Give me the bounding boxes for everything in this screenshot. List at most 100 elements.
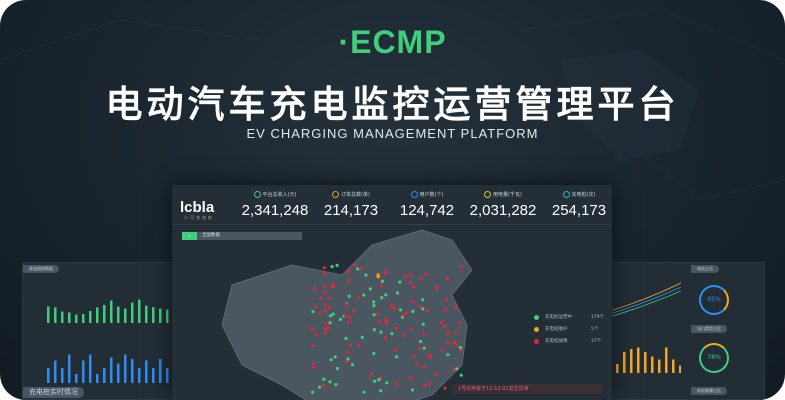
charger-dot[interactable] (444, 297, 449, 301)
charger-dot[interactable] (422, 365, 427, 369)
charger-dot[interactable] (384, 293, 388, 297)
charger-dot[interactable] (372, 379, 377, 383)
charger-dot[interactable] (417, 346, 422, 350)
charger-dot[interactable] (384, 321, 389, 325)
charger-dot[interactable] (326, 325, 330, 329)
charger-dot[interactable] (343, 314, 348, 318)
charger-dot[interactable] (460, 265, 464, 269)
chevron-down-icon[interactable]: ⌄ (182, 232, 197, 240)
charger-dot[interactable] (434, 286, 439, 290)
charger-dot[interactable] (384, 317, 389, 322)
charger-dot[interactable] (328, 321, 332, 325)
charger-dot[interactable] (383, 336, 388, 340)
charger-dot[interactable] (372, 313, 376, 317)
charger-dot[interactable] (335, 366, 340, 371)
charger-dot[interactable] (318, 311, 322, 315)
charger-dot[interactable] (330, 265, 334, 269)
charger-dot[interactable] (385, 381, 389, 385)
charger-dot[interactable] (344, 302, 348, 306)
charger-dot[interactable] (409, 273, 413, 277)
charger-dot[interactable] (327, 306, 331, 310)
charger-dot[interactable] (412, 355, 416, 359)
charger-dot[interactable] (310, 343, 315, 348)
charger-dot[interactable] (362, 293, 366, 297)
charger-dot[interactable] (419, 304, 423, 309)
charger-dot[interactable] (423, 272, 428, 276)
charger-dot[interactable] (334, 383, 338, 387)
charger-dot[interactable] (458, 349, 463, 353)
charger-dot[interactable] (311, 310, 315, 314)
charger-dot[interactable] (443, 308, 447, 312)
charger-dot[interactable] (421, 307, 425, 311)
charger-dot[interactable] (322, 383, 326, 388)
charger-dot[interactable] (346, 357, 350, 361)
charger-dot[interactable] (312, 365, 317, 369)
charger-dot[interactable] (445, 277, 449, 281)
charger-dot[interactable] (368, 287, 372, 291)
charger-dot[interactable] (335, 263, 339, 267)
charger-dot[interactable] (323, 290, 327, 294)
charger-dot[interactable] (360, 335, 364, 339)
charger-dot[interactable] (351, 309, 356, 313)
charger-dot[interactable] (446, 341, 450, 345)
charger-dot[interactable] (346, 270, 351, 274)
charger-dot[interactable] (322, 377, 326, 381)
charger-dot[interactable] (346, 321, 351, 325)
charger-dot[interactable] (392, 306, 396, 310)
charger-dot[interactable] (458, 345, 463, 350)
charger-dot[interactable] (380, 296, 384, 300)
charger-dot[interactable] (323, 330, 328, 335)
charger-dot[interactable] (356, 294, 360, 299)
alert-banner[interactable]: 1号充电桩于11:12:01发生异常 (452, 384, 602, 394)
charger-dot[interactable] (408, 281, 412, 285)
charger-dot[interactable] (372, 351, 376, 356)
charger-dot[interactable] (446, 353, 450, 357)
charger-dot[interactable] (426, 309, 430, 313)
charger-dot[interactable] (333, 355, 337, 359)
charger-dot[interactable] (423, 383, 427, 387)
charger-dot[interactable] (398, 308, 403, 312)
charger-dot[interactable] (328, 380, 332, 384)
charger-dot[interactable] (379, 389, 383, 393)
charger-dot[interactable] (454, 330, 458, 334)
charger-dot[interactable] (310, 390, 315, 394)
charger-dot[interactable] (411, 309, 415, 314)
charger-dot[interactable] (323, 303, 327, 307)
charger-dot[interactable] (393, 348, 397, 352)
charger-dot[interactable] (328, 296, 332, 300)
charger-dot[interactable] (419, 276, 423, 281)
charger-dot[interactable] (409, 327, 413, 331)
charger-dot[interactable] (318, 296, 323, 300)
charger-dot[interactable] (329, 358, 333, 362)
charger-dot[interactable] (323, 284, 327, 288)
charger-dot[interactable] (389, 304, 393, 308)
charger-dot[interactable] (452, 367, 456, 371)
charger-dot[interactable] (415, 362, 419, 367)
charger-dot[interactable] (323, 309, 328, 313)
charger-dot[interactable] (380, 279, 384, 283)
charger-dot[interactable] (345, 350, 349, 354)
charger-dot[interactable] (379, 330, 383, 334)
charger-dot[interactable] (401, 313, 406, 317)
charger-dot[interactable] (359, 266, 364, 271)
charger-dot[interactable] (348, 343, 352, 347)
charger-dot[interactable] (347, 279, 351, 283)
charger-dot[interactable] (314, 333, 318, 337)
charger-dot[interactable] (331, 312, 335, 316)
charger-dot[interactable] (428, 382, 432, 386)
charger-dot[interactable] (379, 375, 383, 380)
charger-dot[interactable] (452, 340, 456, 345)
charger-dot[interactable] (356, 267, 360, 271)
charger-dot[interactable] (379, 283, 384, 287)
charger-dot[interactable] (347, 294, 351, 298)
charger-dot[interactable] (439, 320, 444, 324)
charger-dot[interactable] (411, 299, 415, 304)
region-select[interactable]: ⌄ 全国数据 (182, 232, 302, 240)
charger-dot[interactable] (356, 343, 361, 347)
charger-dot[interactable] (459, 373, 463, 377)
charger-dot[interactable] (402, 333, 406, 337)
charger-dot[interactable] (427, 353, 431, 357)
charger-dot[interactable] (410, 388, 415, 392)
charger-dot[interactable] (347, 315, 352, 319)
charger-dot[interactable] (446, 332, 450, 336)
